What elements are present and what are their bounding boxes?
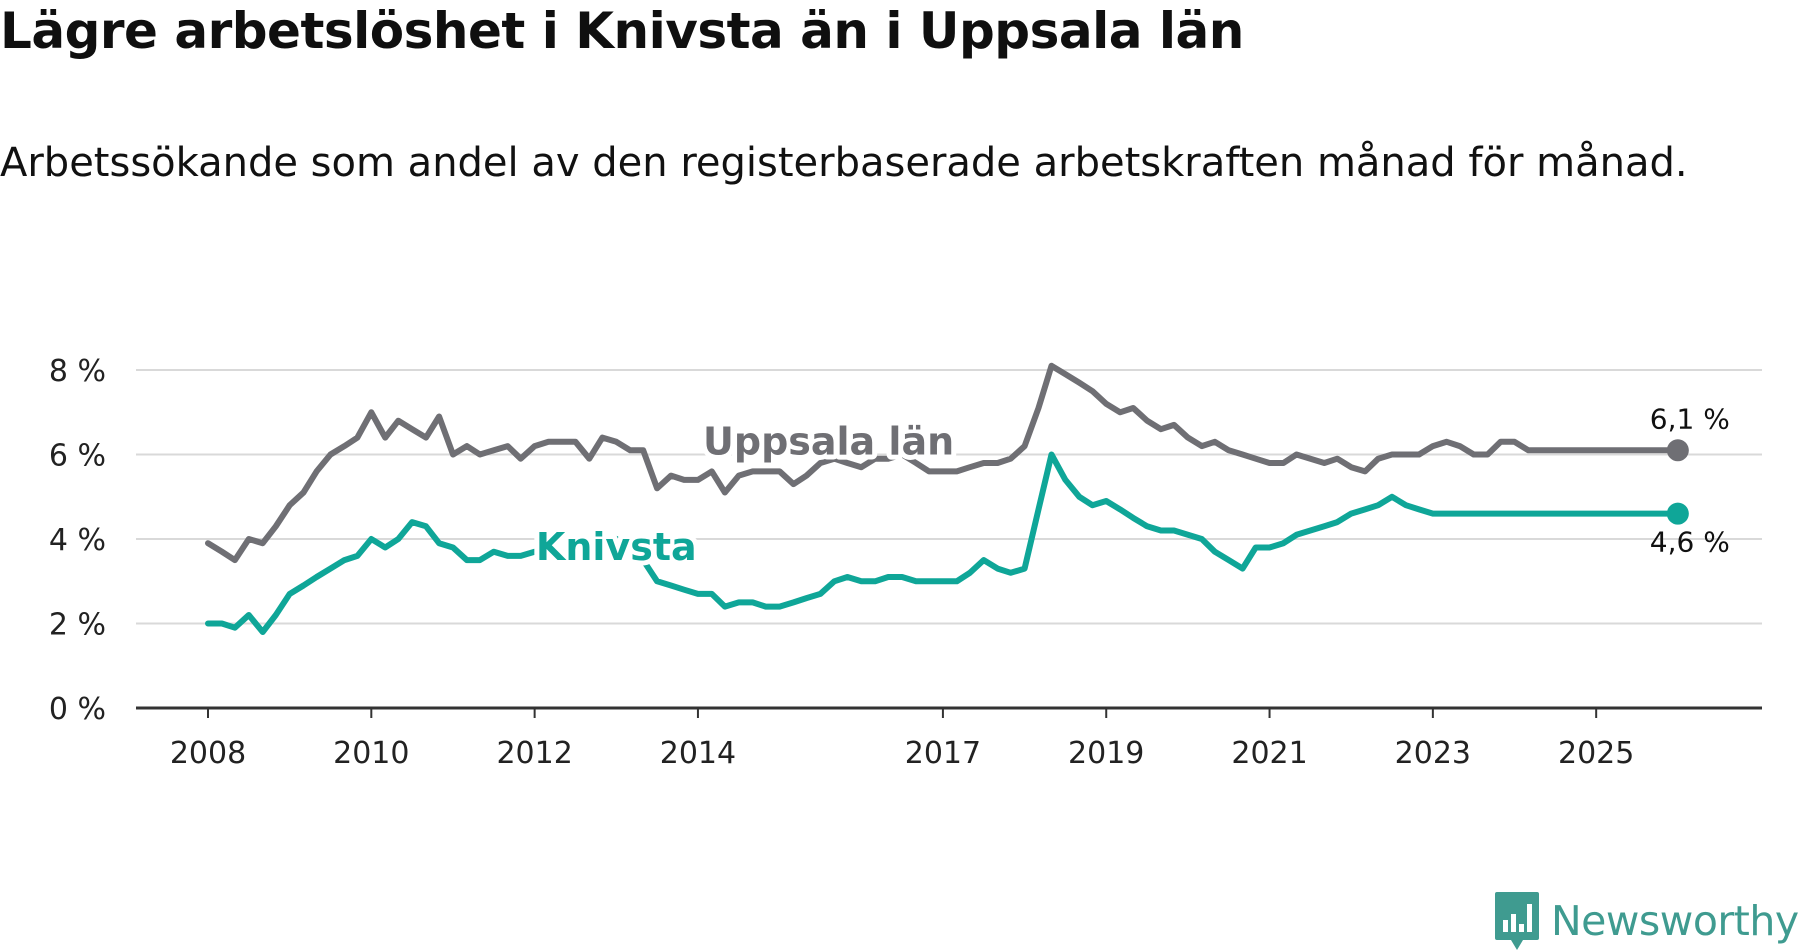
x-tick-label: 2025 xyxy=(1558,736,1634,771)
x-tick-label: 2021 xyxy=(1231,736,1307,771)
y-tick-label: 4 % xyxy=(49,523,106,558)
series-end-label: 6,1 % xyxy=(1650,402,1730,435)
x-tick-label: 2014 xyxy=(660,736,736,771)
series-labels: 6,1 % Uppsala län 4,6 % Knivsta xyxy=(531,402,1730,574)
bar-chart-icon xyxy=(1495,892,1539,950)
chart-title: Lägre arbetslöshet i Knivsta än i Uppsal… xyxy=(0,2,1244,60)
series-end-label: 4,6 % xyxy=(1650,526,1730,559)
x-tick-label: 2017 xyxy=(905,736,981,771)
series-line-knivsta xyxy=(205,451,1681,635)
y-tick-label: 2 % xyxy=(49,608,106,643)
chart-subtitle: Arbetssökande som andel av den registerb… xyxy=(0,140,1688,186)
newsworthy-logo: Newsworthy xyxy=(1493,890,1799,952)
x-tick-label: 2019 xyxy=(1068,736,1144,771)
series-end-point xyxy=(1666,502,1689,525)
series-line-uppsala-lan xyxy=(205,362,1681,564)
series-name-label: Uppsala län xyxy=(703,420,954,464)
series-end-point xyxy=(1666,439,1689,462)
x-tick-label: 2023 xyxy=(1395,736,1471,771)
x-tick-label: 2008 xyxy=(170,736,246,771)
brand-name: Newsworthy xyxy=(1551,897,1799,945)
series-lines xyxy=(205,362,1681,635)
axes: 0 % 2 % 4 % 6 % 8 % 2008 2010 2012 2014 2017 2019 2… xyxy=(49,354,1762,771)
series-name-label: Knivsta xyxy=(536,525,697,569)
grid-lines xyxy=(136,369,1762,625)
y-tick-label: 8 % xyxy=(49,354,106,389)
x-tick-label: 2010 xyxy=(333,736,409,771)
y-tick-label: 6 % xyxy=(49,439,106,474)
x-tick-label: 2012 xyxy=(496,736,572,771)
y-tick-label: 0 % xyxy=(49,692,106,727)
